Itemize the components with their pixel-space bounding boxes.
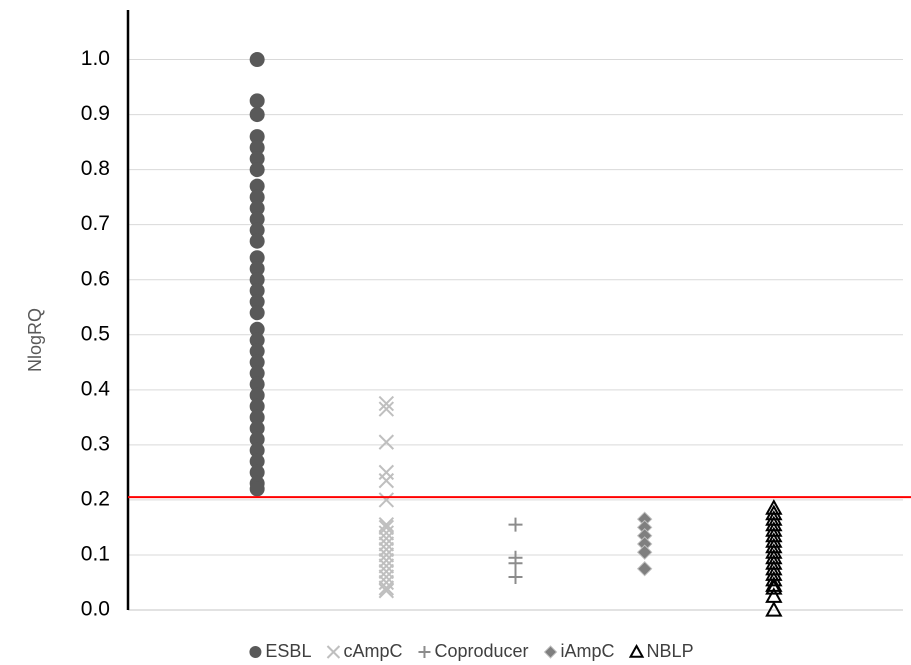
point [378,547,395,563]
point [378,519,395,536]
point [249,200,265,216]
point [249,189,265,205]
point [249,343,265,359]
point [249,376,265,392]
point [378,552,395,569]
point [249,129,265,145]
legend-marker [249,646,262,658]
y-tick-label: 0.1 [81,543,110,566]
point [508,556,523,571]
point [249,442,265,458]
y-tick-label: 0.6 [81,267,110,290]
point [378,580,395,596]
point [249,305,265,321]
point [249,409,265,425]
legend: ESBL cAmpC Coproducer iAmpC NBLP [249,641,694,661]
point [249,107,265,123]
y-tick-label: 0.5 [81,322,110,345]
legend-label: cAmpC [343,641,402,661]
point [249,162,265,178]
y-tick-label: 0.4 [81,377,111,400]
point [249,332,265,348]
point [249,261,265,277]
point [249,140,265,156]
y-tick-label: 0.7 [81,212,110,235]
point [249,398,265,414]
point [378,492,395,508]
point [249,464,265,480]
legend-label: ESBL [265,641,311,661]
point [378,472,395,489]
point [249,321,265,337]
point [249,354,265,370]
point [765,578,783,595]
point [378,558,395,574]
point [765,600,783,617]
point [378,464,395,481]
y-tick-label: 0.9 [81,102,110,125]
point [249,250,265,266]
legend-marker [543,645,558,659]
point [378,563,395,580]
legend-marker [326,645,341,659]
point [249,211,265,227]
point [249,233,265,249]
y-tick-label: 0.8 [81,157,110,180]
legend-marker [628,643,645,658]
point [249,365,265,381]
point [378,569,395,585]
point [249,283,265,299]
point [378,536,395,552]
point [765,570,783,587]
point [378,401,395,417]
legend-marker [418,646,431,658]
point [378,434,395,450]
point [378,395,395,412]
y-tick-label: 1.0 [81,47,110,70]
legend-label: Coproducer [434,641,528,661]
point [378,530,395,547]
point [249,151,265,167]
point [508,517,523,532]
y-axis-label: NlogRQ [25,308,45,372]
point [249,431,265,447]
point [249,420,265,436]
point [378,516,395,533]
y-tick-label: 0.2 [81,487,110,510]
point [636,561,653,577]
point [249,93,265,109]
point [508,569,523,584]
point [378,525,395,541]
point [378,583,395,599]
point [378,541,395,558]
point [249,52,265,68]
point [249,294,265,310]
point [249,178,265,194]
point [249,453,265,469]
legend-label: iAmpC [561,641,615,661]
point [249,222,265,238]
y-tick-label: 0.3 [81,432,110,455]
point [249,387,265,403]
point [636,544,653,560]
legend-label: NBLP [647,641,694,661]
y-tick-label: 0.0 [81,598,110,621]
point [249,272,265,288]
point [249,481,265,497]
